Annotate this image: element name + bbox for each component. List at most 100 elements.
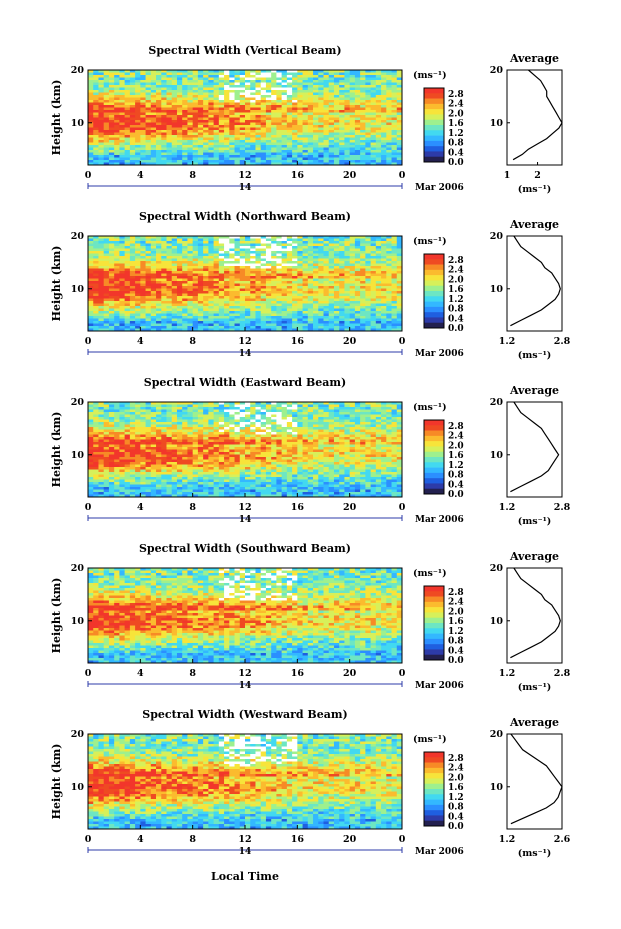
heatmap-cell	[281, 105, 288, 108]
heatmap-cell	[114, 150, 120, 153]
heatmap-cell	[119, 127, 126, 131]
heatmap-cell	[93, 238, 99, 242]
heatmap-cell	[156, 308, 162, 312]
heatmap-cell	[333, 95, 340, 98]
heatmap-cell	[197, 268, 204, 272]
heatmap-cell	[391, 92, 398, 96]
heatmap-cell	[124, 236, 131, 239]
heatmap-cell	[323, 120, 330, 123]
heatmap-cell	[213, 90, 220, 93]
heatmap-cell	[234, 137, 241, 141]
heatmap-cell	[119, 137, 126, 141]
heatmap-cell	[213, 150, 220, 153]
heatmap-cell	[328, 85, 335, 88]
heatmap-cell	[250, 318, 256, 322]
heatmap-cell	[271, 404, 277, 408]
heatmap-cell	[156, 140, 162, 143]
heatmap-cell	[150, 107, 157, 111]
heatmap-cell	[307, 248, 314, 252]
heatmap-cell	[323, 293, 330, 297]
heatmap-cell	[349, 248, 356, 252]
heatmap-cell	[93, 112, 99, 116]
heatmap-cell	[333, 132, 340, 136]
heatmap-cell	[265, 402, 272, 405]
heatmap-cell	[224, 112, 230, 116]
heatmap-cell	[391, 301, 398, 304]
heatmap-cell	[391, 145, 398, 148]
heatmap-cell	[344, 110, 351, 113]
heatmap-cell	[386, 75, 392, 78]
heatmap-cell	[124, 402, 131, 405]
heatmap-cell	[129, 120, 136, 123]
heatmap-cell	[344, 160, 351, 163]
heatmap-cell	[265, 243, 272, 247]
heatmap-cell	[386, 323, 392, 327]
heatmap-cell	[98, 266, 105, 269]
heatmap-cell	[245, 135, 251, 138]
heatmap-cell	[292, 110, 298, 113]
heatmap-cell	[245, 256, 251, 259]
heatmap-cell	[234, 253, 241, 257]
heatmap-cell	[354, 160, 361, 163]
heatmap-cell	[391, 321, 398, 324]
heatmap-cell	[349, 271, 356, 274]
heatmap-cell	[307, 82, 314, 86]
heatmap-cell	[182, 246, 188, 249]
heatmap-cell	[302, 115, 309, 118]
heatmap-cell	[108, 253, 115, 257]
heatmap-cell	[234, 150, 241, 153]
heatmap-cell	[386, 152, 392, 156]
heatmap-cell	[349, 160, 356, 163]
heatmap-cell	[307, 328, 314, 332]
heatmap-cell	[260, 150, 267, 153]
heatmap-cell	[197, 105, 204, 108]
heatmap-cell	[129, 293, 136, 297]
heatmap-cell	[171, 258, 178, 262]
heatmap-cell	[224, 157, 230, 161]
heatmap-cell	[187, 308, 194, 312]
heatmap-cell	[354, 268, 361, 272]
heatmap-cell	[239, 115, 246, 118]
heatmap-cell	[391, 115, 398, 118]
heatmap-cell	[391, 87, 398, 91]
heatmap-cell	[187, 70, 194, 73]
heatmap-cell	[386, 155, 392, 158]
heatmap-cell	[323, 95, 330, 98]
heatmap-cell	[234, 258, 241, 262]
heatmap-cell	[229, 301, 235, 304]
heatmap-cell	[381, 236, 387, 239]
heatmap-cell	[224, 92, 230, 96]
heatmap-cell	[255, 263, 262, 267]
heatmap-cell	[365, 97, 371, 101]
heatmap-cell	[119, 271, 126, 274]
heatmap-cell	[333, 122, 340, 126]
heatmap-cell	[192, 107, 199, 111]
heatmap-cell	[156, 155, 162, 158]
heatmap-cell	[187, 243, 194, 247]
heatmap-cell	[265, 132, 272, 136]
heatmap-cell	[135, 110, 141, 113]
heatmap-cell	[307, 404, 314, 408]
heatmap-cell	[229, 266, 235, 269]
heatmap-cell	[203, 147, 209, 151]
heatmap-cell	[354, 293, 361, 297]
heatmap-cell	[208, 283, 214, 287]
heatmap-cell	[360, 318, 366, 322]
heatmap-cell	[93, 145, 99, 148]
heatmap-cell	[114, 263, 120, 267]
heatmap-cell	[391, 160, 398, 163]
heatmap-cell	[276, 87, 283, 91]
heatmap-cell	[302, 278, 309, 282]
heatmap-cell	[292, 301, 298, 304]
heatmap-cell	[339, 241, 345, 244]
heatmap-cell	[370, 145, 377, 148]
heatmap-cell	[286, 278, 293, 282]
heatmap-cell	[182, 82, 188, 86]
heatmap-cell	[88, 140, 94, 143]
heatmap-cell	[145, 110, 152, 113]
heatmap-cell	[396, 293, 403, 297]
heatmap-cell	[354, 140, 361, 143]
heatmap-cell	[344, 306, 351, 309]
heatmap-cell	[150, 409, 157, 413]
heatmap-cell	[150, 112, 157, 116]
